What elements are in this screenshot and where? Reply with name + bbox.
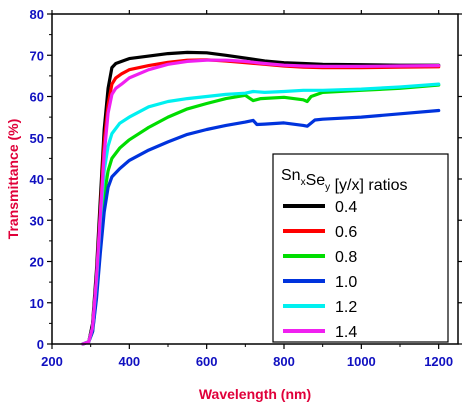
legend-label: 0.4 bbox=[335, 199, 357, 216]
legend-label: 0.6 bbox=[335, 224, 357, 241]
y-tick-label: 80 bbox=[30, 7, 44, 22]
y-tick-label: 60 bbox=[30, 90, 44, 105]
y-tick-label: 50 bbox=[30, 131, 44, 146]
series-lines bbox=[81, 50, 441, 346]
legend-label: 1.0 bbox=[335, 274, 357, 291]
legend-label: 1.2 bbox=[335, 299, 357, 316]
legend-label: 0.8 bbox=[335, 249, 357, 266]
x-tick-label: 1200 bbox=[424, 354, 453, 369]
y-tick-label: 70 bbox=[30, 48, 44, 63]
series-line-1-0 bbox=[81, 108, 441, 346]
x-axis-label: Wavelength (nm) bbox=[199, 386, 311, 402]
legend-title: SnxSey [y/x] ratios bbox=[281, 167, 408, 194]
y-tick-label: 0 bbox=[37, 337, 44, 352]
x-tick-label: 200 bbox=[41, 354, 63, 369]
x-tick-label: 1000 bbox=[347, 354, 376, 369]
y-tick-label: 30 bbox=[30, 213, 44, 228]
legend-box bbox=[272, 153, 449, 343]
x-tick-label: 800 bbox=[273, 354, 295, 369]
y-tick-label: 10 bbox=[30, 296, 44, 311]
legend-label: 1.4 bbox=[335, 324, 357, 341]
y-tick-label: 40 bbox=[30, 172, 44, 187]
y-axis-label: Transmittance (%) bbox=[5, 119, 21, 240]
x-tick-label: 400 bbox=[118, 354, 140, 369]
x-axis: 200 400 600 800 1000 1200 bbox=[41, 10, 453, 369]
y-axis: 0 10 20 30 40 50 60 70 80 bbox=[30, 7, 462, 352]
x-tick-label: 600 bbox=[196, 354, 218, 369]
y-tick-label: 20 bbox=[30, 255, 44, 270]
series-line-1-4 bbox=[81, 58, 441, 346]
legend: SnxSey [y/x] ratios 0.4 0.6 0.8 1.0 1.2 1.4 bbox=[272, 153, 449, 343]
